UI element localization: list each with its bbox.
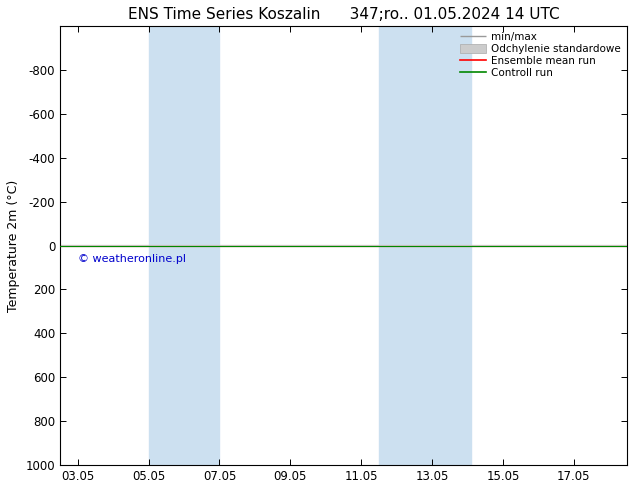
Y-axis label: Temperature 2m (°C): Temperature 2m (°C) [7, 179, 20, 312]
Title: ENS Time Series Koszalin      347;ro.. 01.05.2024 14 UTC: ENS Time Series Koszalin 347;ro.. 01.05.… [127, 7, 559, 22]
Bar [148, 26, 219, 465]
Bar [379, 26, 471, 465]
Legend: min/max, Odchylenie standardowe, Ensemble mean run, Controll run: min/max, Odchylenie standardowe, Ensembl… [456, 28, 625, 82]
Text: © weatheronline.pl: © weatheronline.pl [78, 254, 186, 264]
